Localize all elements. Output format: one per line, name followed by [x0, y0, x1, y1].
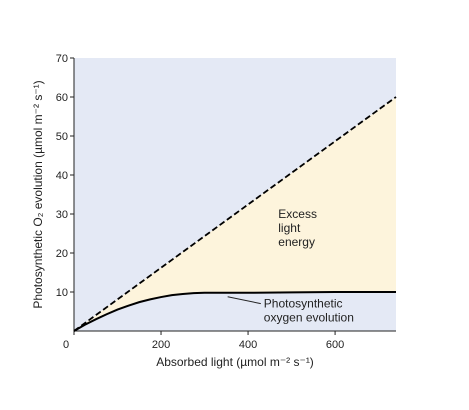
annotation-photosynthetic-oxygen: oxygen evolution [264, 311, 354, 325]
y-tick-label: 20 [56, 248, 68, 260]
x-axis-title: Absorbed light (µmol m⁻² s⁻¹) [156, 355, 314, 369]
y-tick-label: 10 [56, 287, 68, 299]
series-line-dashed [73, 96, 397, 332]
annotation-excess-light-energy: energy [278, 235, 315, 249]
annotation-excess-light-energy: light [278, 221, 301, 235]
y-tick-label: 50 [56, 131, 68, 143]
y-tick-label: 70 [56, 53, 68, 65]
y-tick-label: 40 [56, 170, 68, 182]
annotation-pointer-line [227, 296, 261, 305]
x-tick-label: 400 [239, 339, 257, 351]
y-tick-label: 60 [56, 92, 68, 104]
y-tick-label: 30 [56, 209, 68, 221]
y-axis-title: Photosynthetic O₂ evolution (µmol m⁻² s⁻… [31, 80, 45, 308]
series-line-solid [73, 291, 396, 332]
series-layer [73, 96, 397, 332]
x-tick-label: 600 [326, 339, 344, 351]
annotation-photosynthetic-oxygen: Photosynthetic [264, 297, 343, 311]
annotation-excess-light-energy: Excess [278, 207, 317, 221]
axes: 10 20 30 40 50 60 70 0 200 400 600 [56, 53, 396, 351]
x-tick-label: 200 [152, 339, 170, 351]
x-tick-label: 0 [63, 339, 69, 351]
